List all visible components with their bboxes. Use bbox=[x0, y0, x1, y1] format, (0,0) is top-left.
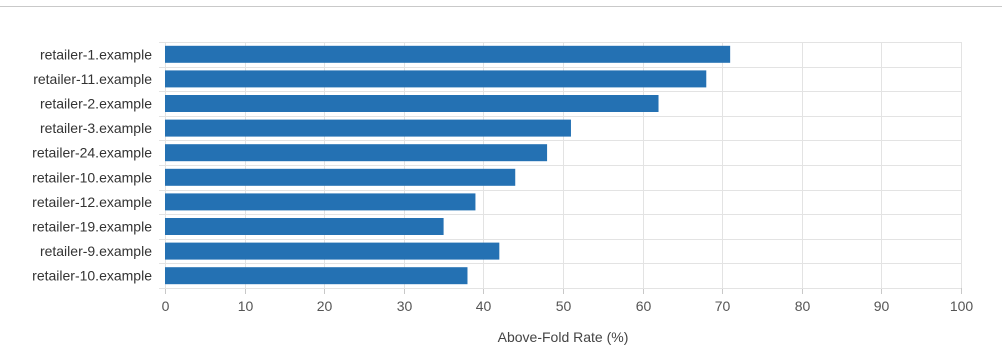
x-tick-label: 40 bbox=[476, 298, 492, 314]
bar bbox=[165, 144, 548, 162]
bar bbox=[165, 242, 500, 260]
category-label: retailer-2.example bbox=[40, 96, 152, 112]
bar bbox=[165, 119, 571, 137]
bar bbox=[165, 193, 476, 211]
category-label: retailer-10.example bbox=[32, 268, 152, 284]
category-label: retailer-9.example bbox=[40, 243, 152, 259]
x-tick-label: 90 bbox=[874, 298, 890, 314]
x-tick-label: 80 bbox=[795, 298, 811, 314]
category-label: retailer-3.example bbox=[40, 120, 152, 136]
bar bbox=[165, 168, 516, 186]
category-label: retailer-12.example bbox=[32, 194, 152, 210]
x-tick-label: 0 bbox=[162, 298, 170, 314]
bars bbox=[165, 45, 731, 285]
x-tick-label: 70 bbox=[715, 298, 731, 314]
category-label: retailer-24.example bbox=[32, 145, 152, 161]
x-tick-labels: 0 10 20 30 40 50 60 70 80 90 100 bbox=[162, 298, 974, 314]
x-tick-label: 50 bbox=[556, 298, 572, 314]
category-labels: retailer-1.example retailer-11.example ret… bbox=[32, 46, 152, 283]
x-axis-title: Above-Fold Rate (%) bbox=[498, 329, 629, 345]
bar bbox=[165, 45, 731, 63]
bar bbox=[165, 70, 707, 88]
x-tick-label: 10 bbox=[238, 298, 254, 314]
x-tick-label: 100 bbox=[950, 298, 974, 314]
top-divider bbox=[0, 6, 1002, 7]
x-tick-label: 20 bbox=[317, 298, 333, 314]
bar bbox=[165, 267, 468, 285]
category-label: retailer-1.example bbox=[40, 46, 152, 62]
category-label: retailer-10.example bbox=[32, 169, 152, 185]
category-label: retailer-19.example bbox=[32, 219, 152, 235]
bar bbox=[165, 95, 659, 112]
x-tick-label: 30 bbox=[397, 298, 413, 314]
bar bbox=[165, 218, 444, 235]
category-label: retailer-11.example bbox=[33, 71, 152, 87]
x-tick-label: 60 bbox=[636, 298, 652, 314]
